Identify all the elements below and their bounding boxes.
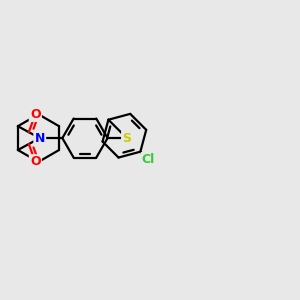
Text: O: O xyxy=(30,155,40,168)
Text: O: O xyxy=(30,108,40,121)
Text: Cl: Cl xyxy=(142,153,155,166)
Text: N: N xyxy=(34,132,45,145)
Text: S: S xyxy=(122,132,131,145)
